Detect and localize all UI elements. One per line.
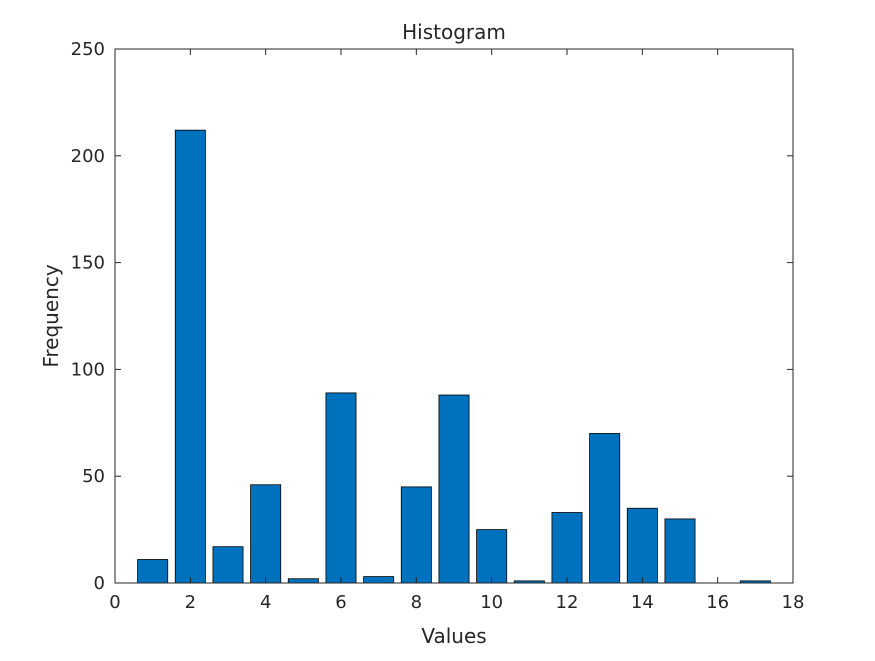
bar xyxy=(325,392,357,584)
bar xyxy=(363,576,395,584)
x-tick-label: 10 xyxy=(480,592,503,613)
bar xyxy=(287,578,319,584)
y-tick-label: 0 xyxy=(94,573,105,594)
y-tick-label: 250 xyxy=(71,39,105,60)
y-ticks-group: 0 50 100 150 200 250 xyxy=(71,39,793,594)
y-axis-label: Frequency xyxy=(39,264,63,367)
bar xyxy=(551,512,583,584)
bar xyxy=(626,507,658,584)
x-tick-label: 0 xyxy=(109,592,120,613)
bars-group xyxy=(137,129,771,584)
bar xyxy=(174,129,206,584)
y-tick-label: 50 xyxy=(82,466,105,487)
y-tick-label: 200 xyxy=(71,146,105,167)
chart-title: Histogram xyxy=(402,20,506,44)
bar xyxy=(137,559,169,584)
x-tick-label: 8 xyxy=(411,592,422,613)
bar xyxy=(400,486,432,584)
x-tick-label: 18 xyxy=(782,592,805,613)
x-tick-label: 2 xyxy=(185,592,196,613)
x-axis-label: Values xyxy=(421,624,486,648)
bar xyxy=(438,394,470,584)
x-tick-label: 16 xyxy=(706,592,729,613)
x-ticks-group: 0 2 4 6 8 10 12 14 16 18 xyxy=(109,49,804,613)
bar xyxy=(664,518,696,584)
bar xyxy=(250,484,282,584)
y-tick-label: 100 xyxy=(71,359,105,380)
bar xyxy=(589,433,621,584)
x-tick-label: 12 xyxy=(556,592,579,613)
bar xyxy=(476,529,508,584)
x-tick-label: 4 xyxy=(260,592,271,613)
bar xyxy=(212,546,244,584)
axes-group xyxy=(114,48,794,584)
x-tick-label: 14 xyxy=(631,592,654,613)
plot-box xyxy=(114,48,794,584)
y-tick-label: 150 xyxy=(71,253,105,274)
x-tick-label: 6 xyxy=(335,592,346,613)
